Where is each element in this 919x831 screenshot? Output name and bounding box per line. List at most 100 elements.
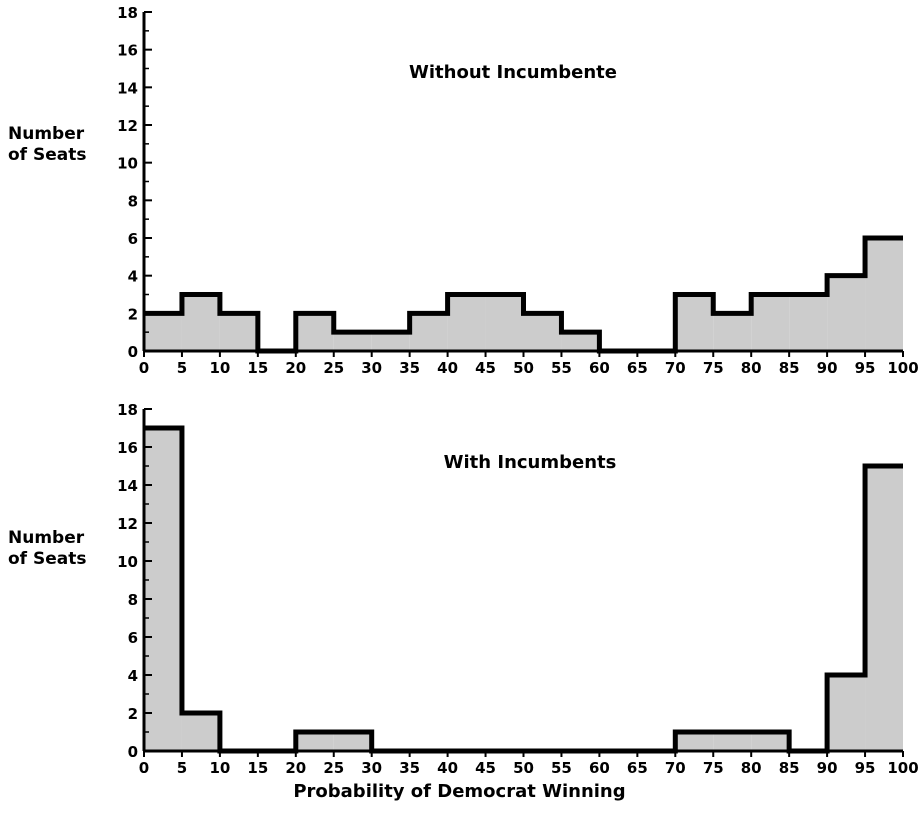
histogram-bar xyxy=(789,294,828,351)
histogram-bar xyxy=(295,313,334,351)
y-tick-label: 14 xyxy=(117,79,138,97)
x-tick-label: 5 xyxy=(177,759,187,777)
x-tick-label: 45 xyxy=(475,359,496,377)
histogram-bar xyxy=(409,313,448,351)
histogram-outline xyxy=(144,425,903,754)
x-tick-label: 20 xyxy=(285,359,306,377)
x-tick-label: 15 xyxy=(247,359,268,377)
x-tick-label: 75 xyxy=(703,759,724,777)
x-tick-label: 10 xyxy=(209,359,230,377)
y-axis-label-line: of Seats xyxy=(8,145,87,165)
x-tick-label: 40 xyxy=(437,759,458,777)
histogram-bar xyxy=(447,294,486,351)
x-tick-label: 55 xyxy=(551,359,572,377)
histogram-bar xyxy=(865,466,903,751)
y-tick-label: 14 xyxy=(117,477,138,495)
histogram-bar xyxy=(144,313,182,351)
x-tick-label: 80 xyxy=(741,759,762,777)
y-tick-label: 18 xyxy=(117,401,138,419)
histogram-bar xyxy=(485,294,524,351)
chart-title: Without Incumbente xyxy=(409,62,617,83)
y-axis-label-line: Number xyxy=(8,124,85,144)
x-tick-label: 25 xyxy=(323,759,344,777)
histogram-bar xyxy=(181,713,220,751)
y-tick-label: 18 xyxy=(117,4,138,22)
x-tick-label: 90 xyxy=(817,759,838,777)
x-tick-label: 60 xyxy=(589,759,610,777)
x-tick-label: 30 xyxy=(361,359,382,377)
x-tick-label: 45 xyxy=(475,759,496,777)
y-tick-label: 10 xyxy=(117,155,138,173)
y-tick-label: 6 xyxy=(128,629,138,647)
x-tick-label: 5 xyxy=(177,359,187,377)
x-tick-label: 95 xyxy=(855,759,876,777)
x-tick-label: 35 xyxy=(399,759,420,777)
x-tick-label: 55 xyxy=(551,759,572,777)
histogram-bar xyxy=(713,313,752,351)
histogram-bar xyxy=(827,675,866,751)
histogram-bar xyxy=(219,313,258,351)
histogram-bar xyxy=(144,428,182,751)
y-axis-label-bottom: Number of Seats xyxy=(8,528,86,570)
x-tick-label: 25 xyxy=(323,359,344,377)
x-tick-label: 65 xyxy=(627,759,648,777)
x-tick-label: 30 xyxy=(361,759,382,777)
histogram-bar xyxy=(523,313,562,351)
histogram-bar xyxy=(675,732,714,751)
y-tick-label: 12 xyxy=(117,117,138,135)
y-tick-label: 8 xyxy=(128,591,138,609)
x-tick-label: 90 xyxy=(817,359,838,377)
y-tick-label: 10 xyxy=(117,553,138,571)
x-tick-label: 35 xyxy=(399,359,420,377)
y-tick-label: 0 xyxy=(128,343,138,361)
x-axis-label: Probability of Democrat Winning xyxy=(293,781,626,802)
x-tick-label: 50 xyxy=(513,759,534,777)
x-tick-label: 100 xyxy=(887,359,918,377)
x-tick-label: 0 xyxy=(139,759,149,777)
y-tick-label: 0 xyxy=(128,743,138,761)
y-tick-label: 4 xyxy=(128,268,138,286)
y-tick-label: 2 xyxy=(128,305,138,323)
x-tick-label: 75 xyxy=(703,359,724,377)
histogram-bar xyxy=(295,732,334,751)
histogram-bar xyxy=(561,332,600,351)
y-axis-label-line: Number xyxy=(8,528,85,548)
x-tick-label: 95 xyxy=(855,359,876,377)
x-tick-label: 65 xyxy=(627,359,648,377)
x-tick-label: 50 xyxy=(513,359,534,377)
histogram-bar xyxy=(371,332,410,351)
y-tick-label: 4 xyxy=(128,667,138,685)
y-axis-label-top: Number of Seats xyxy=(8,124,86,166)
x-tick-label: 85 xyxy=(779,359,800,377)
histogram-outline xyxy=(144,235,903,354)
y-tick-label: 16 xyxy=(117,42,138,60)
histogram-bar xyxy=(865,238,903,351)
histogram-with-incumbents: 0 2 4 6 8 10 12 14 16 18 0 5 10 15 20 25 30 35 40 45 50 55 60 6… xyxy=(117,401,919,777)
x-tick-label: 20 xyxy=(285,759,306,777)
x-tick-label: 10 xyxy=(209,759,230,777)
histogram-without-incumbents: 0 2 4 6 8 10 12 14 16 18 0 5 10 15 20 25 30 35 40 45 50 55 60 6… xyxy=(117,4,919,377)
x-tick-label: 15 xyxy=(247,759,268,777)
x-tick-label: 70 xyxy=(665,759,686,777)
histogram-bar xyxy=(181,294,220,351)
histogram-bar xyxy=(675,294,714,351)
x-tick-label: 85 xyxy=(779,759,800,777)
y-tick-label: 16 xyxy=(117,439,138,457)
x-tick-label: 80 xyxy=(741,359,762,377)
y-axis-label-line: of Seats xyxy=(8,549,87,569)
y-tick-label: 2 xyxy=(128,705,138,723)
chart-title: With Incumbents xyxy=(444,452,617,473)
x-tick-label: 100 xyxy=(887,759,918,777)
x-tick-label: 40 xyxy=(437,359,458,377)
histogram-bar xyxy=(827,275,866,351)
histogram-bar xyxy=(713,732,752,751)
histogram-bar xyxy=(751,732,790,751)
x-tick-label: 0 xyxy=(139,359,149,377)
x-tick-label: 70 xyxy=(665,359,686,377)
y-tick-label: 12 xyxy=(117,515,138,533)
y-tick-label: 8 xyxy=(128,192,138,210)
y-tick-label: 6 xyxy=(128,230,138,248)
histogram-bar xyxy=(333,732,372,751)
histogram-bar xyxy=(751,294,790,351)
